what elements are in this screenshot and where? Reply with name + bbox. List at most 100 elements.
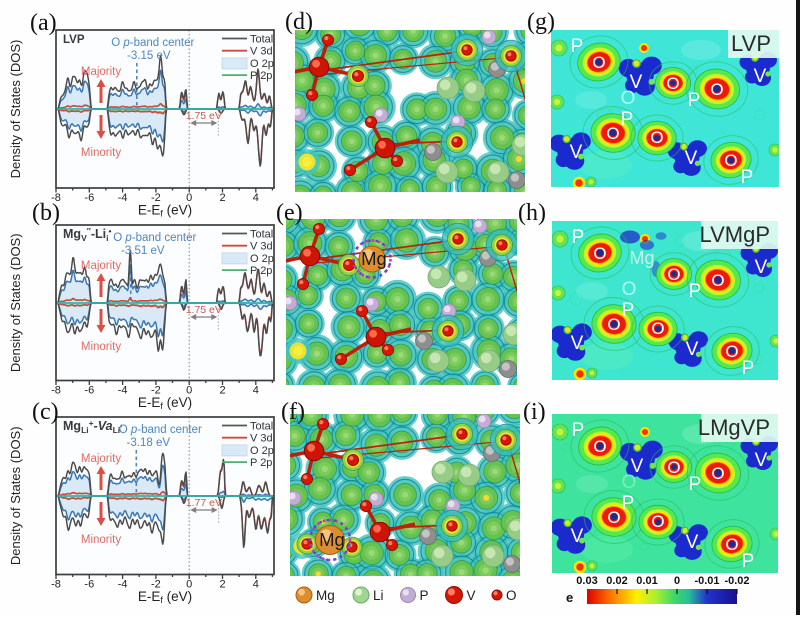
- svg-text:O: O: [725, 535, 738, 554]
- svg-text:4: 4: [253, 579, 259, 591]
- svg-text:LMgVP: LMgVP: [698, 415, 770, 440]
- svg-text:-8: -8: [51, 192, 61, 204]
- svg-text:Mg: Mg: [629, 248, 654, 268]
- svg-text:P 2p: P 2p: [250, 70, 272, 82]
- svg-text:Minority: Minority: [81, 534, 122, 546]
- svg-text:V: V: [631, 456, 644, 477]
- svg-text:MgLi+-VaLi,: MgLi+-VaLi,: [63, 418, 123, 435]
- svg-text:2: 2: [219, 579, 225, 591]
- svg-text:-6: -6: [84, 579, 94, 591]
- svg-text:e: e: [566, 590, 573, 605]
- svg-text:V: V: [570, 142, 583, 163]
- svg-text:-2: -2: [151, 385, 161, 397]
- svg-text:P: P: [741, 167, 754, 188]
- svg-text:O: O: [606, 124, 619, 143]
- svg-text:V 3d: V 3d: [250, 433, 273, 445]
- svg-text:P: P: [688, 90, 701, 111]
- svg-text:Majority: Majority: [81, 260, 122, 272]
- svg-text:P 2p: P 2p: [250, 265, 272, 277]
- svg-text:O p-band center: O p-band center: [111, 37, 194, 49]
- svg-text:(f): (f): [281, 399, 305, 425]
- svg-text:-6: -6: [84, 385, 94, 397]
- svg-text:P: P: [572, 420, 585, 441]
- svg-text:Minority: Minority: [81, 147, 122, 159]
- svg-text:P: P: [420, 588, 429, 603]
- svg-text:1.75 eV: 1.75 eV: [186, 304, 222, 316]
- svg-text:(d): (d): [285, 9, 313, 35]
- svg-text:Majority: Majority: [81, 66, 122, 78]
- svg-text:O: O: [593, 244, 606, 263]
- svg-text:V: V: [571, 333, 584, 354]
- svg-text:O: O: [667, 458, 680, 477]
- svg-text:V: V: [571, 526, 584, 547]
- svg-text:Density of States (DOS): Density of States (DOS): [8, 426, 23, 565]
- svg-text:V: V: [686, 339, 699, 360]
- svg-text:LVP: LVP: [731, 31, 771, 56]
- svg-text:O: O: [506, 588, 517, 603]
- svg-text:V: V: [630, 72, 643, 93]
- svg-text:P: P: [742, 358, 755, 379]
- svg-text:Mg: Mg: [361, 248, 387, 269]
- svg-text:O: O: [666, 74, 679, 93]
- svg-text:O: O: [651, 512, 664, 531]
- svg-text:-8: -8: [51, 385, 61, 397]
- svg-text:Majority: Majority: [81, 453, 122, 465]
- svg-text:O: O: [622, 472, 637, 493]
- svg-text:0: 0: [674, 575, 680, 587]
- svg-text:E-Ef (eV): E-Ef (eV): [138, 203, 192, 219]
- svg-text:-6: -6: [84, 192, 94, 204]
- svg-text:O: O: [607, 315, 620, 334]
- svg-text:0.02: 0.02: [606, 575, 627, 587]
- svg-text:O: O: [622, 279, 637, 300]
- svg-text:(h): (h): [518, 200, 546, 226]
- svg-text:Total: Total: [250, 34, 273, 46]
- svg-text:2: 2: [219, 192, 225, 204]
- svg-text:LVMgP: LVMgP: [699, 222, 770, 247]
- svg-text:P: P: [621, 109, 634, 130]
- svg-text:-0.01: -0.01: [694, 575, 719, 587]
- svg-text:V: V: [686, 532, 699, 553]
- svg-text:(c): (c): [32, 399, 59, 425]
- svg-text:2: 2: [219, 385, 225, 397]
- svg-text:-2: -2: [151, 579, 161, 591]
- svg-text:O: O: [724, 151, 737, 170]
- svg-text:O: O: [725, 342, 738, 361]
- svg-text:O: O: [667, 265, 680, 284]
- svg-text:O p-band center: O p-band center: [119, 424, 202, 436]
- svg-text:P: P: [622, 493, 635, 514]
- svg-text:(i): (i): [523, 399, 546, 425]
- svg-text:-3.18 eV: -3.18 eV: [127, 437, 171, 449]
- svg-text:4: 4: [253, 192, 259, 204]
- svg-text:-4: -4: [118, 192, 128, 204]
- svg-text:-4: -4: [118, 579, 128, 591]
- svg-text:O 2p: O 2p: [250, 445, 274, 457]
- svg-text:O: O: [711, 271, 724, 290]
- svg-text:P: P: [742, 551, 755, 572]
- svg-text:O: O: [593, 437, 606, 456]
- svg-text:Mg: Mg: [316, 588, 335, 603]
- svg-text:Total: Total: [250, 421, 273, 433]
- svg-text:Minority: Minority: [81, 341, 122, 353]
- svg-text:V 3d: V 3d: [250, 241, 273, 253]
- svg-text:0: 0: [186, 579, 192, 591]
- svg-text:0.03: 0.03: [576, 575, 597, 587]
- svg-text:O: O: [621, 88, 636, 109]
- svg-text:P: P: [622, 300, 635, 321]
- svg-text:O 2p: O 2p: [250, 58, 274, 70]
- svg-text:V: V: [685, 148, 698, 169]
- svg-text:O: O: [711, 464, 724, 483]
- svg-text:P: P: [689, 281, 702, 302]
- svg-text:Density of States (DOS): Density of States (DOS): [8, 233, 23, 372]
- svg-text:O: O: [592, 53, 605, 72]
- svg-text:0.01: 0.01: [636, 575, 657, 587]
- svg-text:LVP: LVP: [63, 34, 85, 46]
- svg-text:V: V: [755, 257, 768, 278]
- svg-text:-8: -8: [51, 579, 61, 591]
- svg-text:V: V: [754, 66, 767, 87]
- svg-text:O 2p: O 2p: [250, 253, 274, 265]
- svg-text:0: 0: [186, 192, 192, 204]
- svg-text:Density of States (DOS): Density of States (DOS): [8, 40, 23, 179]
- svg-text:4: 4: [253, 385, 259, 397]
- svg-text:E-Ef (eV): E-Ef (eV): [138, 589, 192, 605]
- svg-text:Li: Li: [373, 588, 384, 603]
